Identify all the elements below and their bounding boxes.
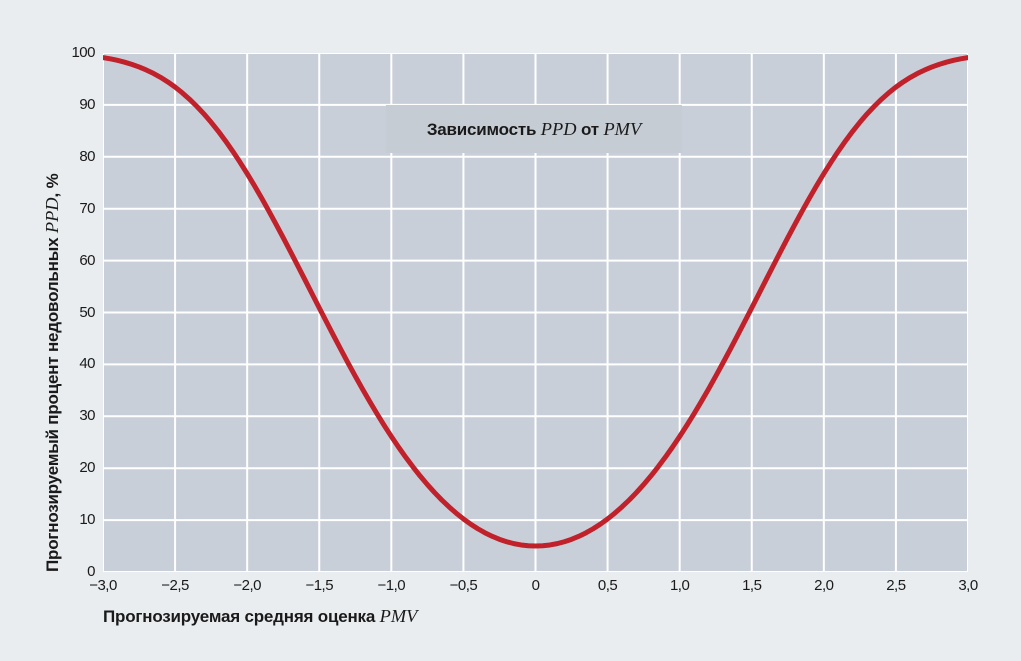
x-tick-label: 1,0 bbox=[669, 577, 690, 594]
x-tick-label: 2,0 bbox=[814, 577, 834, 594]
x-tick-label: 1,5 bbox=[742, 577, 762, 594]
y-tick-label: 60 bbox=[79, 251, 95, 269]
x-tick-label: 3,0 bbox=[958, 577, 978, 594]
x-tick-label: −0,5 bbox=[449, 577, 478, 594]
x-tick-label: −1,0 bbox=[377, 577, 406, 594]
x-tick-label: −2,5 bbox=[161, 577, 189, 594]
y-tick-label: 30 bbox=[79, 407, 95, 425]
x-tick-label: −2,0 bbox=[233, 577, 261, 594]
y-tick-label: 80 bbox=[79, 147, 95, 165]
y-tick-label: 70 bbox=[79, 199, 95, 217]
chart-title: Зависимость PPD от PMV bbox=[426, 118, 642, 139]
x-tick-label: 0 bbox=[531, 577, 540, 594]
y-tick-label: 40 bbox=[79, 355, 95, 373]
x-tick-label: 2,5 bbox=[886, 577, 906, 594]
chart-title-box: Зависимость PPD от PMV bbox=[386, 105, 682, 153]
x-tick-label: −3,0 bbox=[89, 577, 117, 594]
y-tick-label: 50 bbox=[79, 303, 95, 321]
x-tick-label: 0,5 bbox=[597, 577, 618, 594]
y-axis-title: Прогнозируемый процент недовольных PPD, … bbox=[42, 173, 62, 572]
y-tick-label: 10 bbox=[79, 511, 95, 529]
y-tick-label: 20 bbox=[79, 459, 95, 477]
x-tick-label: −1,5 bbox=[305, 577, 334, 594]
y-tick-label: 0 bbox=[87, 563, 95, 580]
x-axis-title: Прогнозируемая средняя оценка PMV bbox=[103, 606, 418, 626]
y-tick-label: 100 bbox=[71, 44, 95, 61]
y-tick-label: 90 bbox=[79, 95, 95, 113]
